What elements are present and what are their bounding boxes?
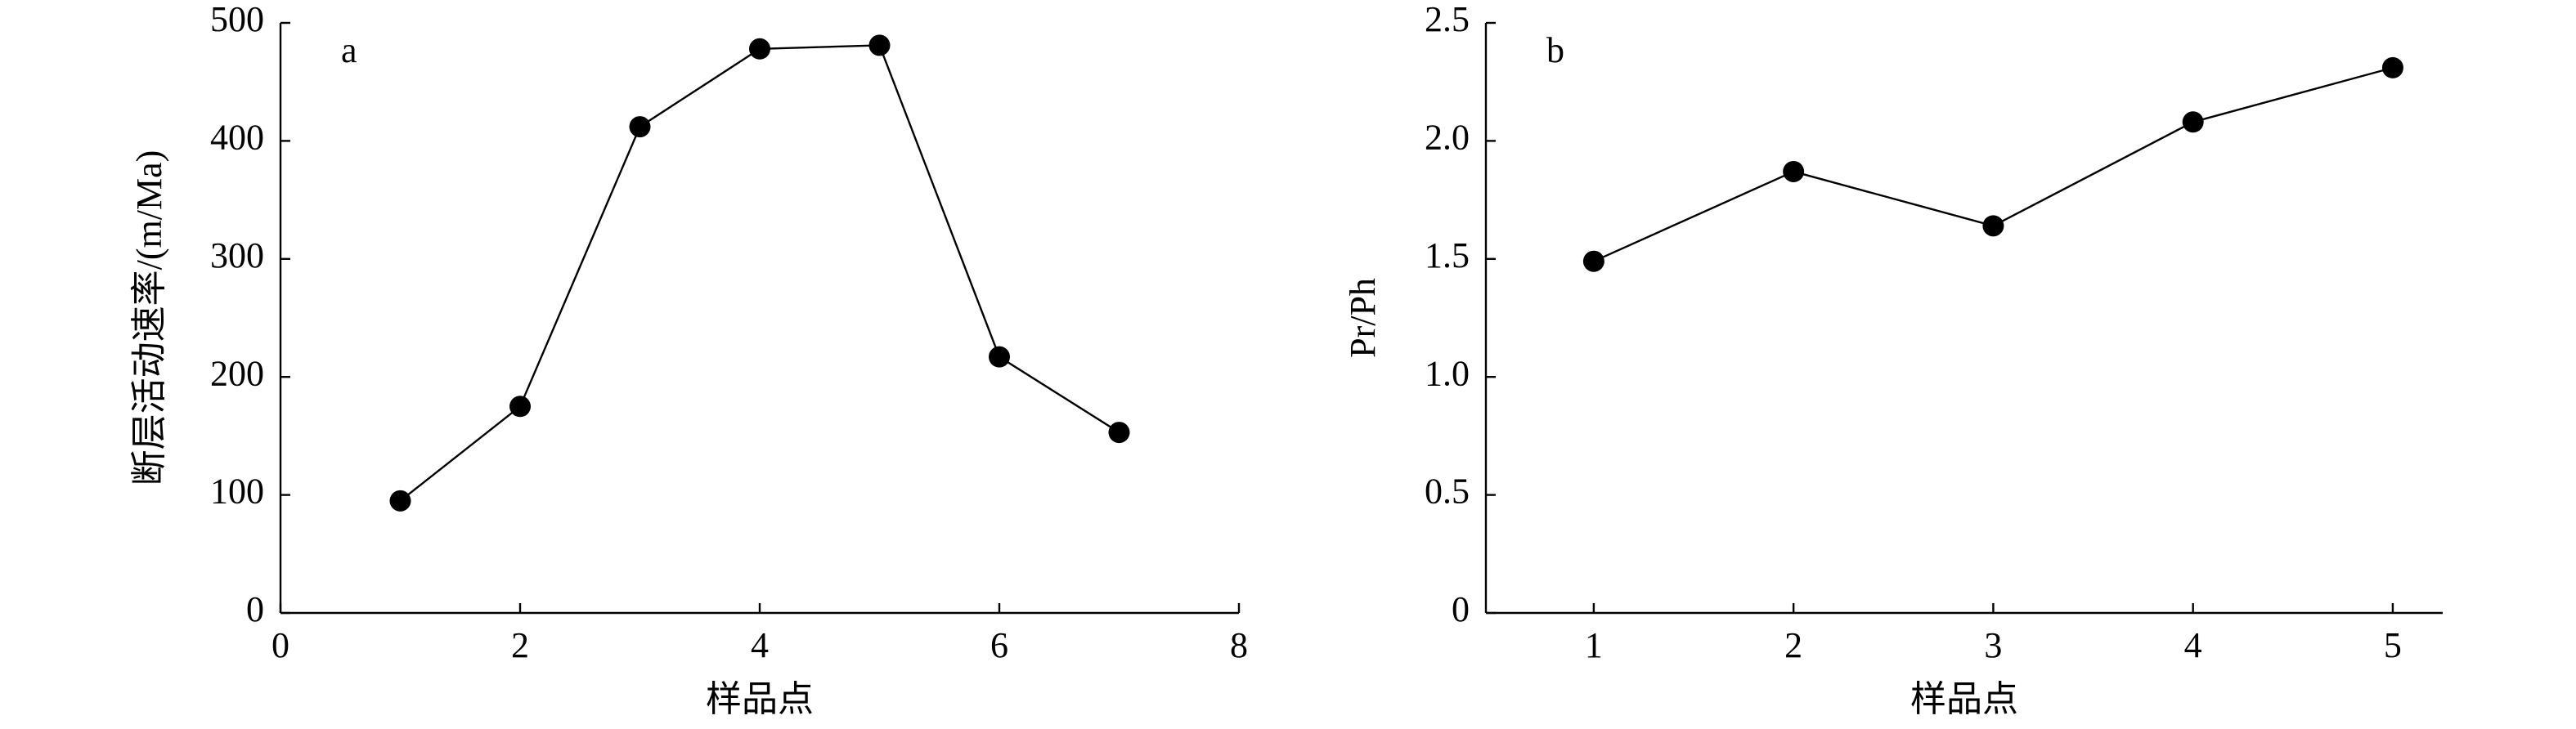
x-tick-label: 2 [1784,625,1802,665]
data-point [1108,422,1130,444]
data-point [2182,111,2204,133]
y-tick-label: 2.5 [1425,0,1470,39]
x-tick-label: 2 [511,625,529,665]
chart-panel: 0 0.5 1.0 1.5 2.0 2.5 1 2 3 4 5 样品点 Pr/Ph b [1343,0,2443,719]
y-tick-label: 2.0 [1425,117,1470,157]
x-tick-label: 3 [1984,625,2002,665]
x-axis-label: 样品点 [706,679,814,719]
y-tick-label: 0 [1452,589,1470,629]
x-tick-label: 1 [1585,625,1603,665]
y-tick-label: 300 [210,235,264,275]
data-point [509,396,531,418]
y-axis-label: Pr/Ph [1343,278,1383,358]
y-tick-label: 1.0 [1425,353,1470,393]
y-tick-label: 100 [210,472,264,512]
y-tick-label: 0.5 [1425,472,1470,512]
x-tick-label: 5 [2384,625,2402,665]
data-point [389,490,411,512]
x-tick-label: 4 [2184,625,2202,665]
y-tick-label: 200 [210,353,264,393]
panel-label: b [1546,30,1564,70]
data-point [749,38,770,60]
x-axis-label: 样品点 [1910,679,2018,719]
x-tick-label: 0 [272,625,289,665]
y-tick-label: 1.5 [1425,235,1470,275]
y-tick-label: 500 [210,0,264,39]
y-axis-label: 断层活动速率/(m/Ma) [129,150,169,486]
x-tick-label: 6 [990,625,1008,665]
data-point [1582,250,1604,272]
data-point [868,34,891,56]
x-tick-label: 8 [1230,625,1248,665]
data-point [629,116,651,138]
x-tick-label: 4 [751,625,769,665]
data-point [2381,56,2403,78]
data-line [399,44,1120,502]
y-tick-label: 400 [210,117,264,157]
data-point [1783,160,1805,182]
chart-panel: 0 100 200 300 400 500 0 2 4 6 8 样品点 断层活动速率/(m/Ma) a [129,0,1248,719]
data-point [989,346,1010,368]
panel-label: a [341,30,357,70]
data-point [1982,215,2004,237]
y-tick-label: 0 [246,589,264,629]
